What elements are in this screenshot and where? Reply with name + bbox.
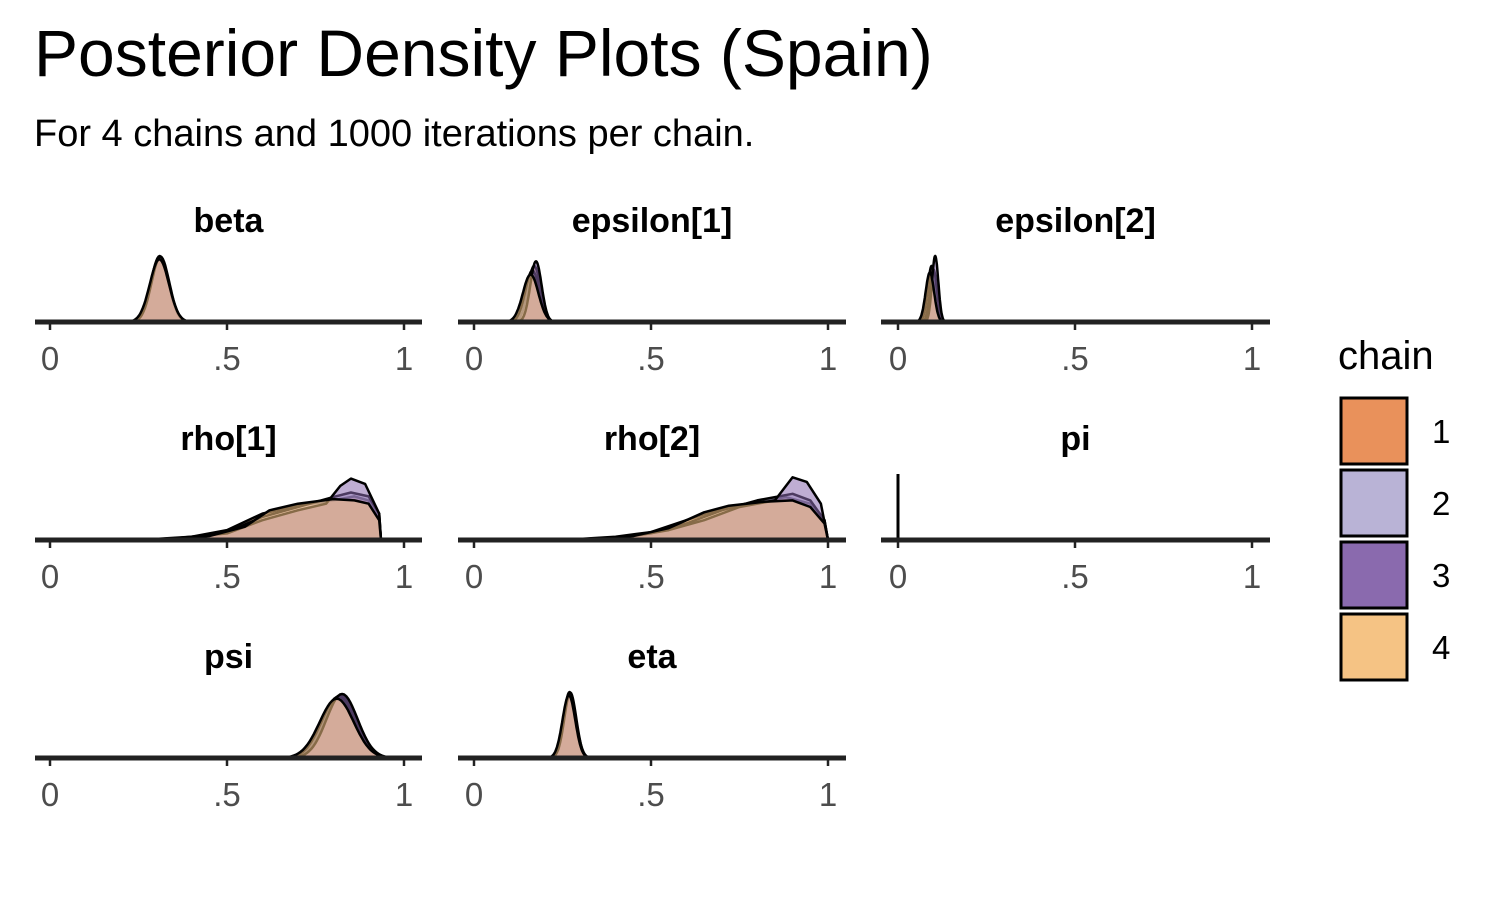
legend-label-chain-3: 3 (1432, 557, 1450, 594)
legend-title: chain (1338, 334, 1434, 378)
x-tick-label-rho2-0: 0 (465, 558, 483, 595)
density-psi-chain-4 (267, 697, 406, 760)
x-tick-label-epsilon2-1: .5 (1061, 340, 1089, 377)
panel-psi: psi 0 .5 1 (35, 638, 422, 813)
legend-key-chain-4 (1339, 612, 1409, 682)
chart-subtitle: For 4 chains and 1000 iterations per cha… (34, 113, 755, 155)
panel-title-epsilon1: epsilon[1] (572, 202, 733, 240)
x-tick-label-pi-1: .5 (1061, 558, 1089, 595)
x-tick-label-psi-2: 1 (395, 776, 413, 813)
x-tick-label-eta-1: .5 (637, 776, 665, 813)
chart-title: Posterior Density Plots (Spain) (34, 16, 933, 90)
x-tick-label-beta-1: .5 (213, 340, 241, 377)
panel-title-pi: pi (1060, 420, 1090, 458)
x-tick-label-rho2-2: 1 (819, 558, 837, 595)
legend-key-chain-1 (1339, 396, 1409, 466)
panel-title-eta: eta (627, 638, 677, 676)
x-tick-label-rho2-1: .5 (637, 558, 665, 595)
density-epsilon1-chain-4 (498, 273, 564, 324)
density-beta-chain-4 (119, 258, 199, 324)
legend-label-chain-1: 1 (1432, 413, 1450, 450)
panel-title-rho1: rho[1] (180, 420, 276, 458)
x-tick-label-eta-2: 1 (819, 776, 837, 813)
legend-key-chain-2 (1339, 468, 1409, 538)
x-tick-label-beta-0: 0 (41, 340, 59, 377)
legend-label-chain-4: 4 (1432, 629, 1450, 666)
x-tick-label-epsilon1-2: 1 (819, 340, 837, 377)
panel-eta: eta 0 .5 1 (458, 638, 846, 813)
x-tick-label-rho1-2: 1 (395, 558, 413, 595)
x-tick-label-rho1-1: .5 (213, 558, 241, 595)
x-tick-label-epsilon2-2: 1 (1243, 340, 1261, 377)
x-tick-label-epsilon1-0: 0 (465, 340, 483, 377)
x-tick-label-pi-0: 0 (889, 558, 907, 595)
panel-title-psi: psi (204, 638, 253, 676)
x-tick-label-psi-0: 0 (41, 776, 59, 813)
panel-title-epsilon2: epsilon[2] (995, 202, 1156, 240)
legend-key-chain-3 (1339, 540, 1409, 610)
x-tick-label-pi-2: 1 (1243, 558, 1261, 595)
x-tick-label-rho1-0: 0 (41, 558, 59, 595)
panel-title-rho2: rho[2] (604, 420, 700, 458)
density-rho1-chain-4 (154, 497, 383, 542)
panel-pi: pi 0 .5 1 (881, 420, 1270, 595)
legend-label-chain-2: 2 (1432, 485, 1450, 522)
x-tick-label-psi-1: .5 (213, 776, 241, 813)
legend: chain 1 2 3 4 (1338, 334, 1450, 682)
x-tick-label-beta-2: 1 (395, 340, 413, 377)
x-tick-label-eta-0: 0 (465, 776, 483, 813)
density-eta-chain-4 (542, 694, 596, 760)
x-tick-label-epsilon2-0: 0 (889, 340, 907, 377)
panel-rho1: rho[1] 0 .5 1 (35, 420, 422, 595)
density-rho2-chain-4 (578, 499, 830, 542)
panel-epsilon2: epsilon[2] 0 .5 1 (881, 202, 1270, 377)
panel-title-beta: beta (194, 202, 265, 240)
x-tick-label-epsilon1-1: .5 (637, 340, 665, 377)
panel-beta: beta 0 .5 1 (35, 202, 422, 377)
panel-rho2: rho[2] 0 .5 1 (458, 420, 846, 595)
panel-epsilon1: epsilon[1] 0 .5 1 (458, 202, 846, 377)
